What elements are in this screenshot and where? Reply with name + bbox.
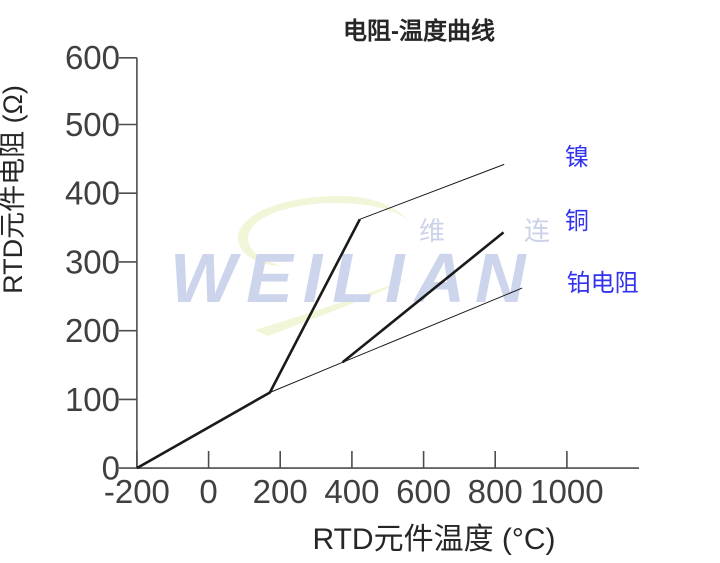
svg-text:400: 400 — [324, 473, 379, 510]
svg-text:电阻-温度曲线: 电阻-温度曲线 — [343, 17, 495, 45]
svg-text:镍: 镍 — [565, 144, 589, 171]
svg-text:600: 600 — [396, 473, 451, 510]
svg-text:600: 600 — [65, 39, 120, 76]
svg-text:500: 500 — [65, 106, 120, 143]
svg-text:300: 300 — [65, 243, 120, 280]
svg-text:0: 0 — [199, 473, 217, 510]
svg-text:-200: -200 — [104, 473, 170, 510]
svg-text:铜: 铜 — [565, 208, 589, 235]
svg-text:RTD元件温度 (°C): RTD元件温度 (°C) — [312, 523, 555, 556]
svg-text:100: 100 — [65, 381, 120, 418]
svg-text:800: 800 — [468, 473, 523, 510]
svg-text:400: 400 — [65, 175, 120, 212]
svg-text:200: 200 — [65, 312, 120, 349]
svg-text:200: 200 — [253, 473, 308, 510]
svg-text:RTD元件电阻 (Ω): RTD元件电阻 (Ω) — [0, 85, 28, 294]
svg-text:铂电阻: 铂电阻 — [567, 270, 639, 297]
svg-text:1000: 1000 — [530, 473, 603, 510]
